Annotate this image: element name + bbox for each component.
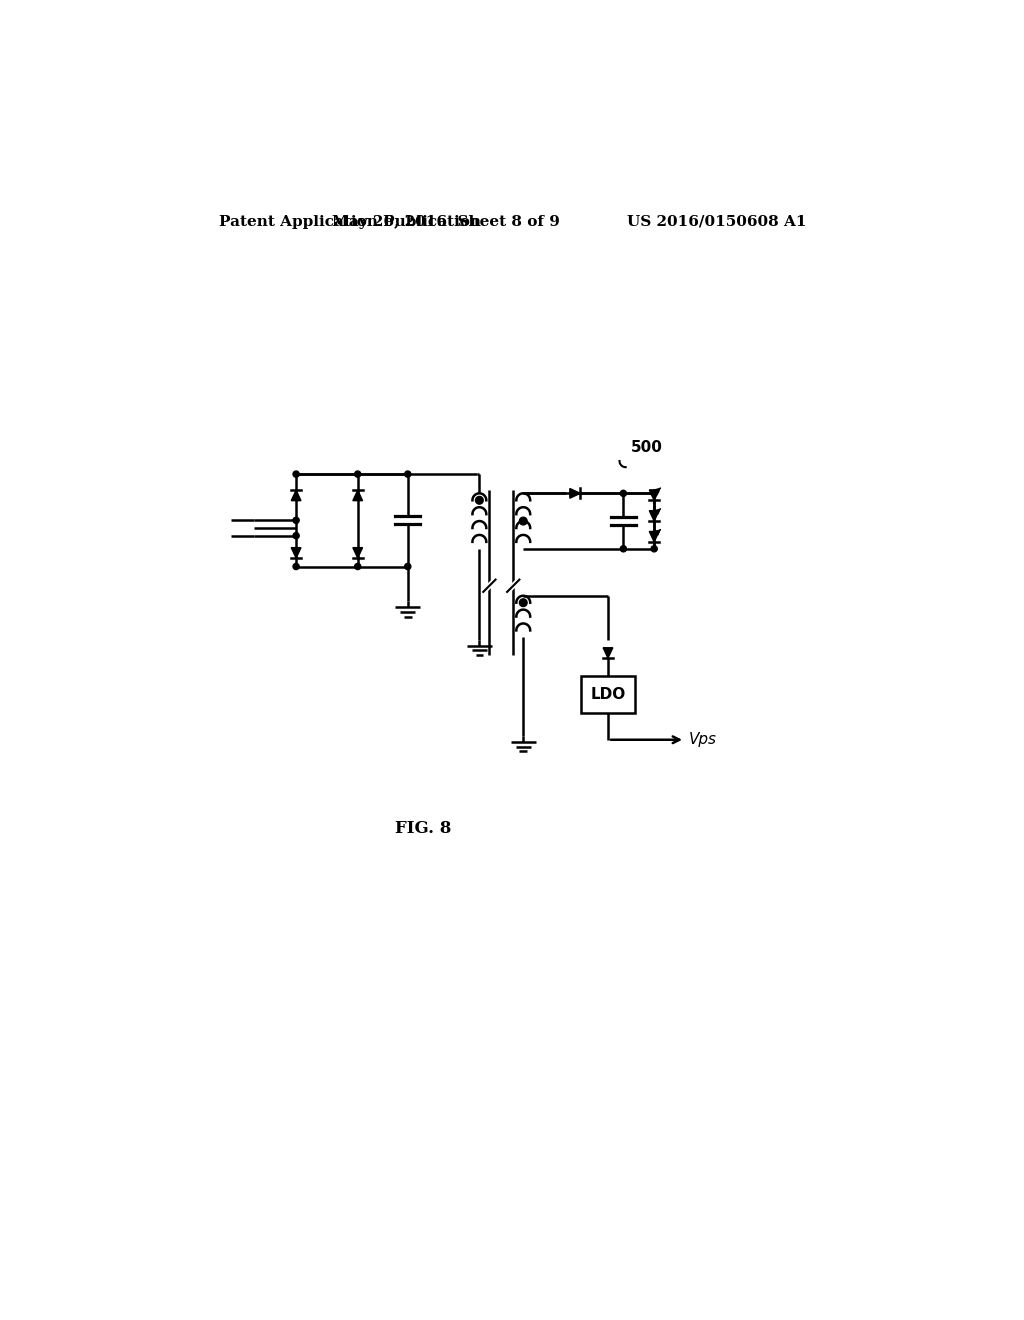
Circle shape xyxy=(519,517,527,525)
Circle shape xyxy=(651,545,657,552)
Polygon shape xyxy=(291,548,301,558)
Circle shape xyxy=(293,517,299,524)
Text: Vps: Vps xyxy=(689,733,717,747)
Polygon shape xyxy=(569,488,581,498)
Polygon shape xyxy=(353,548,362,558)
Polygon shape xyxy=(649,511,659,521)
Circle shape xyxy=(293,471,299,478)
Polygon shape xyxy=(603,648,612,659)
Text: Patent Application Publication: Patent Application Publication xyxy=(219,215,481,228)
Bar xyxy=(581,676,635,713)
Polygon shape xyxy=(649,490,659,500)
Circle shape xyxy=(621,490,627,496)
Circle shape xyxy=(293,564,299,570)
Polygon shape xyxy=(649,532,659,543)
Circle shape xyxy=(519,599,527,607)
Polygon shape xyxy=(291,490,301,500)
Circle shape xyxy=(404,471,411,478)
Circle shape xyxy=(651,490,657,496)
Text: FIG. 8: FIG. 8 xyxy=(395,820,452,837)
Circle shape xyxy=(354,564,360,570)
Text: 500: 500 xyxy=(631,440,663,454)
Polygon shape xyxy=(353,490,362,500)
Circle shape xyxy=(354,471,360,478)
Text: US 2016/0150608 A1: US 2016/0150608 A1 xyxy=(628,215,807,228)
Circle shape xyxy=(293,532,299,539)
Circle shape xyxy=(404,564,411,570)
Text: May 26, 2016  Sheet 8 of 9: May 26, 2016 Sheet 8 of 9 xyxy=(333,215,560,228)
Circle shape xyxy=(621,545,627,552)
Text: LDO: LDO xyxy=(590,686,626,702)
Circle shape xyxy=(475,496,483,504)
